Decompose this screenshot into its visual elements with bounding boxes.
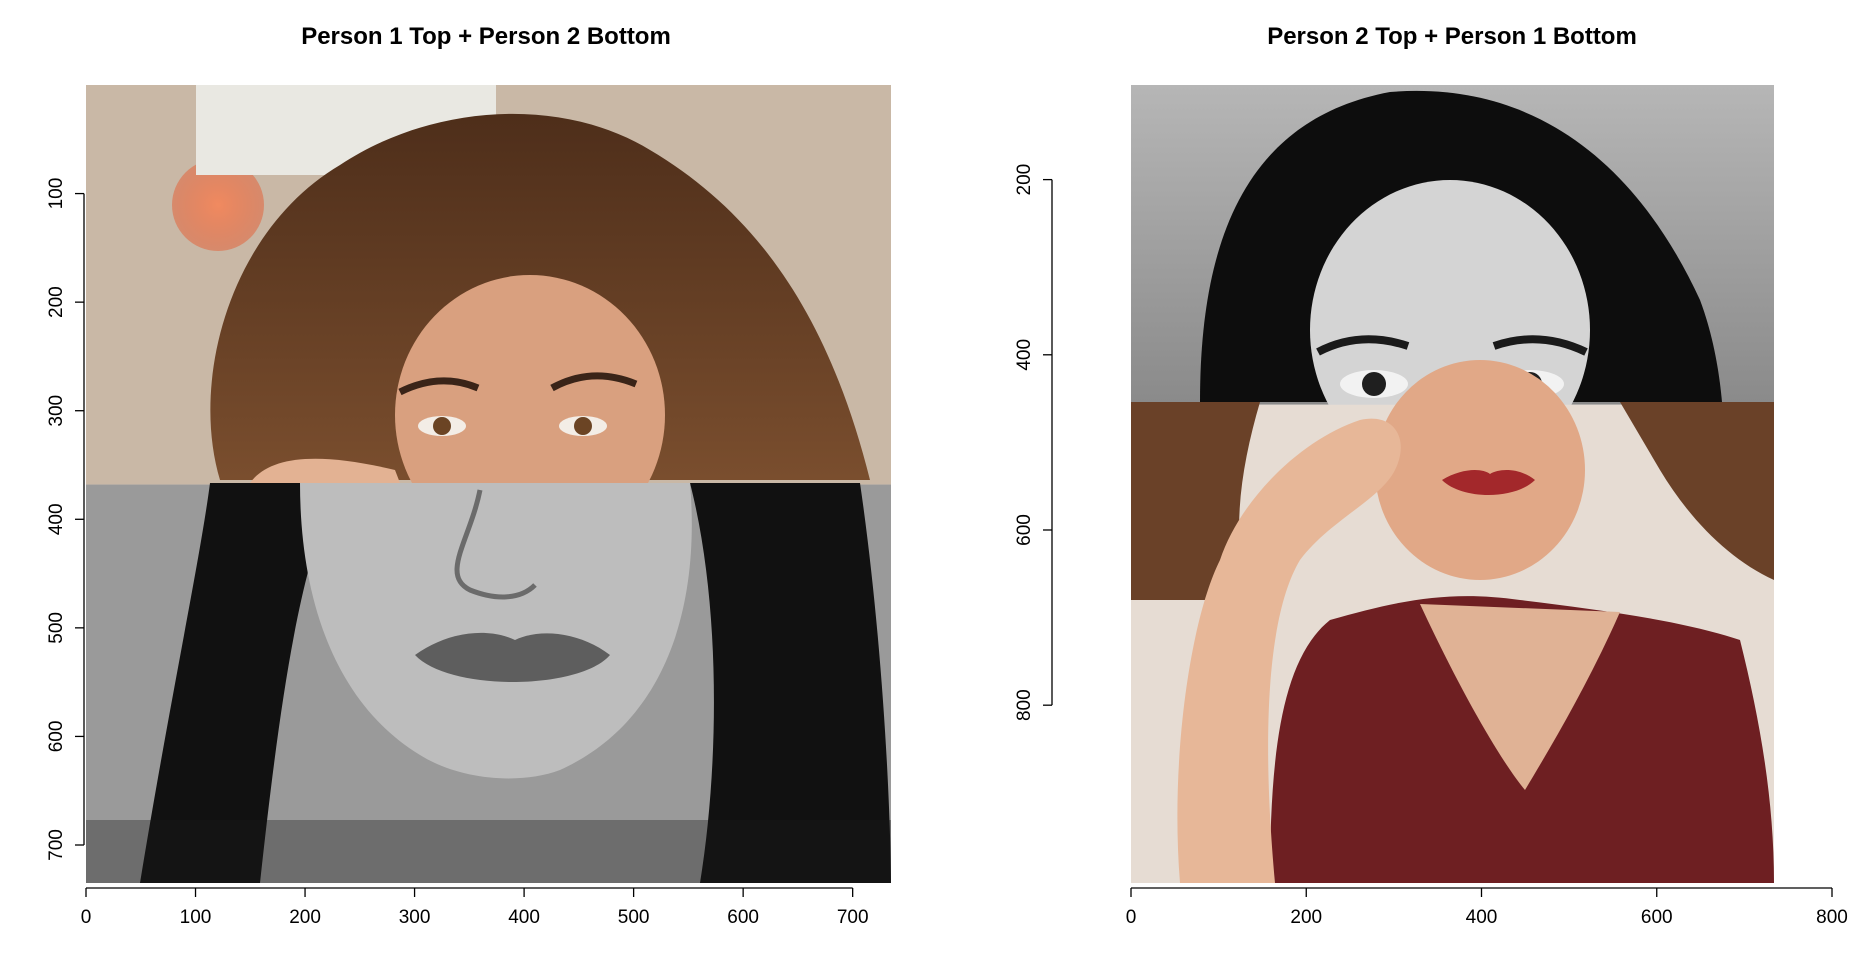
panel-a-x-tick-label: 500 [618, 907, 650, 928]
panel-b-y-axis: 200 400 600 800 [1014, 164, 1053, 721]
panel-b-x-tick-label: 200 [1290, 907, 1322, 928]
panel-a-x-tick-label: 100 [180, 907, 212, 928]
panel-b-x-tick-label: 400 [1466, 907, 1498, 928]
panel-a-left-iris [433, 417, 451, 435]
panel-b-neckline [1420, 604, 1620, 790]
panel-a-bottom-shadow [86, 820, 891, 883]
panel-b-left-brow [1316, 335, 1410, 356]
panel-b-hand [1177, 418, 1401, 883]
panel-a-x-tick-label: 200 [289, 907, 321, 928]
panel-a-nose [454, 489, 537, 600]
panel-b-y-tick-label: 800 [1014, 689, 1035, 721]
panel-b-bottom-hair [1131, 402, 1774, 600]
panel-a-y-tick-label: 400 [46, 503, 67, 535]
panel-a-x-tick-label: 700 [837, 907, 869, 928]
panel-b-x-tick-label: 600 [1641, 907, 1673, 928]
panel-a-x-axis: 0 100 200 300 400 500 600 700 [81, 887, 869, 928]
panel-a-x-tick-label: 400 [508, 907, 540, 928]
panel-b-title: Person 2 Top + Person 1 Bottom [1267, 23, 1637, 50]
panel-a-lips [415, 632, 610, 683]
panel-b-y-tick-label: 400 [1014, 339, 1035, 371]
panel-a-y-tick-label: 300 [46, 395, 67, 427]
panel-b-y-tick-label: 200 [1014, 164, 1035, 196]
panel-a-y-tick-label: 700 [46, 829, 67, 861]
panel-a-y-axis: 100 200 300 400 500 600 700 [46, 178, 85, 861]
panel-b-x-axis: 0 200 400 600 800 [1126, 887, 1848, 928]
panel-a: Person 1 Top + Person 2 Bottom 0 100 200 30… [46, 23, 891, 928]
panel-a-bottom-hair [140, 483, 891, 883]
panel-a-y-tick-label: 200 [46, 286, 67, 318]
panel-a-x-tick-label: 0 [81, 907, 92, 928]
panel-a-hand [250, 458, 400, 483]
panel-a-left-brow [398, 377, 480, 396]
panel-b-lower-face [1375, 360, 1585, 580]
panel-a-y-tick-label: 500 [46, 612, 67, 644]
panel-b-right-brow [1492, 335, 1588, 356]
panel-a-y-tick-label: 100 [46, 178, 67, 210]
panel-b-x-tick-label: 800 [1816, 907, 1848, 928]
panel-b: Person 2 Top + Person 1 Bottom 0 200 400 60… [1014, 23, 1848, 928]
panel-b-image [1131, 85, 1774, 883]
panel-b-x-tick-label: 0 [1126, 907, 1137, 928]
panel-a-x-tick-label: 300 [399, 907, 431, 928]
panel-a-right-iris [574, 417, 592, 435]
panel-b-lips [1442, 470, 1535, 495]
panel-a-title: Person 1 Top + Person 2 Bottom [301, 23, 671, 50]
panel-b-y-tick-label: 600 [1014, 514, 1035, 546]
panel-a-y-tick-label: 600 [46, 721, 67, 753]
panel-a-bokeh-light [172, 159, 264, 251]
panel-a-right-brow [550, 372, 638, 392]
panel-a-bottom-face [300, 483, 692, 779]
panel-a-x-tick-label: 600 [727, 907, 759, 928]
panel-b-left-iris [1362, 372, 1386, 396]
panel-a-image [86, 85, 891, 883]
